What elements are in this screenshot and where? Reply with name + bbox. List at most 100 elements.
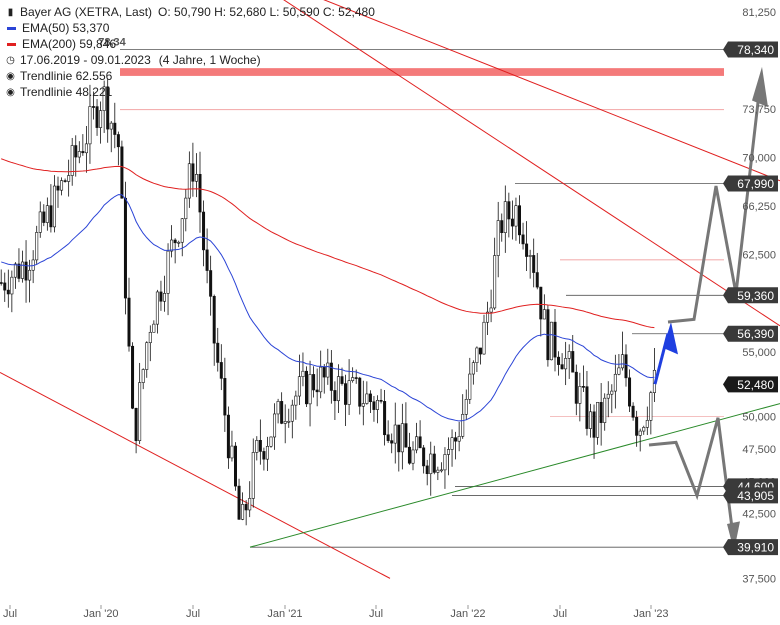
- price-badge-label: 43,905: [737, 489, 774, 503]
- candle-body: [202, 211, 206, 251]
- candle-body: [319, 366, 323, 393]
- projection-up-path: [667, 84, 762, 324]
- candle-body: [507, 201, 511, 220]
- candle-body: [70, 145, 74, 176]
- projection-down-arrowhead: [727, 521, 740, 552]
- y-axis-tick-label: 66,250: [742, 201, 776, 213]
- candle-body: [131, 345, 135, 409]
- candle-body: [411, 449, 415, 464]
- candle-body: [13, 263, 17, 278]
- candle-body: [564, 358, 568, 370]
- candle-body: [588, 411, 592, 429]
- candle-body: [49, 205, 53, 228]
- candle-body: [329, 362, 333, 391]
- candle-body: [560, 364, 564, 370]
- candle-body: [95, 106, 99, 128]
- candle-body: [454, 437, 458, 442]
- descending-trendline: [283, 0, 780, 327]
- lower-channel-trendline: [0, 372, 391, 579]
- candle-body: [141, 369, 145, 383]
- candle-body: [84, 143, 88, 154]
- candle-body: [60, 180, 64, 191]
- candle-body: [628, 377, 632, 407]
- price-badge-bg: [723, 325, 778, 342]
- candle-body: [390, 440, 394, 444]
- candle-body: [365, 393, 369, 404]
- high-label: 78,34: [98, 36, 126, 48]
- candle-body: [276, 401, 280, 415]
- candle-body: [209, 270, 213, 297]
- legend-ema50: EMA(50) 53,370: [22, 21, 110, 35]
- candle-body: [127, 297, 131, 347]
- candle-body: [187, 163, 191, 199]
- candle-body: [443, 454, 447, 471]
- candle-body: [322, 366, 326, 378]
- candle-body: [3, 282, 7, 291]
- candle-body: [400, 423, 404, 453]
- x-axis-tick-label: Jan '22: [450, 608, 485, 620]
- candle-body: [155, 291, 159, 325]
- candle-body: [340, 376, 344, 384]
- candle-body: [138, 382, 142, 441]
- legend-title-row: ▮ Bayer AG (XETRA, Last) O: 50,790 H: 52…: [4, 4, 375, 20]
- candle-body: [28, 269, 32, 281]
- y-axis-tick-label: 73,750: [742, 104, 776, 116]
- candle-body: [283, 421, 287, 424]
- price-badge: 67,990: [723, 175, 778, 192]
- price-badge: 43,905: [723, 487, 778, 504]
- candle-body: [184, 197, 188, 220]
- candle-body: [464, 399, 468, 415]
- price-badge-label: 39,910: [737, 541, 774, 555]
- candle-body: [258, 440, 262, 452]
- candle-body: [262, 451, 266, 460]
- candle-body: [10, 276, 14, 295]
- candle-body: [375, 399, 379, 410]
- candle-body: [535, 272, 539, 288]
- candle-body: [333, 390, 337, 402]
- upper-channel-trendline: [323, 0, 780, 182]
- candle-body: [294, 395, 298, 406]
- price-badge: 39,910: [723, 539, 778, 556]
- candle-body: [304, 370, 308, 405]
- x-axis-tick-label: Jan '23: [633, 608, 668, 620]
- candles-group: [0, 78, 656, 526]
- candle-body: [461, 414, 465, 437]
- candle-body: [553, 321, 557, 358]
- candle-body: [436, 469, 440, 473]
- candle-body: [251, 452, 255, 499]
- candle-body: [638, 430, 642, 436]
- candle-body: [567, 351, 571, 359]
- candle-body: [45, 205, 49, 223]
- candle-body: [237, 485, 241, 520]
- candle-body: [81, 151, 85, 154]
- candle-body: [613, 373, 617, 392]
- candle-body: [432, 453, 436, 473]
- candle-body: [486, 311, 490, 323]
- candle-body: [557, 356, 561, 365]
- candle-body: [446, 449, 450, 455]
- price-badge-bg: [723, 376, 778, 393]
- candle-body: [0, 282, 3, 284]
- candle-body: [226, 414, 230, 459]
- candle-body: [77, 151, 81, 158]
- price-badge: 52,480: [723, 376, 778, 393]
- candle-body: [450, 437, 454, 450]
- candle-body: [617, 367, 621, 375]
- legend-title: Bayer AG (XETRA, Last): [20, 5, 153, 19]
- price-badge: 59,360: [723, 287, 778, 304]
- candle-body: [145, 342, 149, 370]
- target-icon: ◉: [6, 70, 15, 82]
- candle-body: [386, 434, 390, 441]
- candle-body: [571, 351, 575, 373]
- candle-body: [308, 374, 312, 405]
- ema50-swatch: [7, 26, 16, 30]
- candle-body: [173, 239, 177, 244]
- candle-body: [517, 205, 521, 236]
- candle-body: [102, 86, 106, 111]
- ema50-line: [1, 194, 655, 422]
- candle-body: [368, 393, 372, 403]
- candle-body: [610, 390, 614, 395]
- candle-body: [624, 354, 628, 379]
- candle-body: [478, 347, 482, 355]
- candle-body: [383, 401, 387, 436]
